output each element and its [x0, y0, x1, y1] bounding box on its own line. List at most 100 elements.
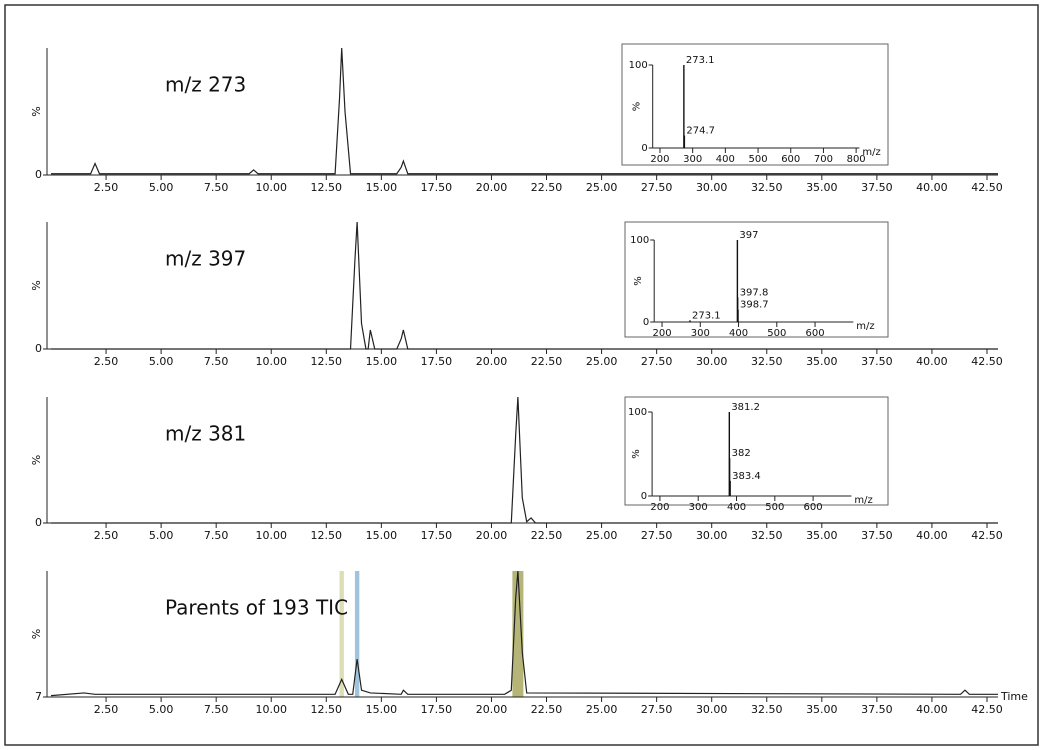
y-axis-label: % [30, 629, 43, 639]
panel-title: Parents of 193 TIC [165, 596, 348, 620]
panel-title: m/z 381 [165, 422, 246, 446]
x-tick-label: 600 [804, 502, 823, 513]
inset-frame [624, 396, 889, 506]
panel-title: m/z 397 [165, 247, 246, 271]
trace [51, 396, 998, 524]
y-tick-label: 0 [35, 168, 42, 181]
x-tick-label: 42.50 [971, 703, 1003, 716]
x-tick-label: 20.00 [476, 529, 508, 542]
x-tick-label: 2.50 [94, 181, 119, 194]
x-tick-label: 400 [716, 154, 735, 165]
peak-label: 383.4 [732, 471, 761, 482]
x-axis-label: m/z [854, 495, 872, 506]
x-tick-label: 32.50 [751, 529, 783, 542]
x-tick-label: 700 [814, 154, 833, 165]
x-tick-label: 12.50 [311, 703, 343, 716]
x-tick-label: 20.00 [476, 181, 508, 194]
x-tick-label: 2.50 [94, 703, 119, 716]
x-tick-label: 22.50 [531, 181, 563, 194]
x-tick-label: 300 [689, 502, 708, 513]
x-tick-label: 15.00 [366, 355, 398, 368]
x-tick-label: 35.00 [806, 703, 838, 716]
trace [51, 221, 998, 350]
y-tick-label: 0 [35, 342, 42, 355]
trace [51, 47, 998, 175]
highlight-band [354, 571, 360, 697]
x-tick-label: 600 [805, 328, 824, 339]
x-tick-label: 15.00 [366, 181, 398, 194]
x-tick-label: 15.00 [366, 703, 398, 716]
x-tick-label: 30.00 [696, 181, 728, 194]
x-tick-label: 25.00 [586, 529, 618, 542]
x-tick-label: 27.50 [641, 181, 673, 194]
x-axis-label: m/z [862, 147, 880, 158]
x-tick-label: 27.50 [641, 529, 673, 542]
x-tick-label: 5.00 [149, 529, 174, 542]
x-tick-label: 400 [727, 502, 746, 513]
peak-label: 381.2 [731, 402, 760, 413]
highlight-band [512, 571, 524, 697]
x-tick-label: 25.00 [586, 181, 618, 194]
peak-label: 382 [732, 448, 751, 459]
x-tick-label: 5.00 [149, 181, 174, 194]
x-axis-label: m/z [856, 321, 874, 332]
trace [50, 570, 998, 697]
x-tick-label: 200 [650, 154, 669, 165]
x-tick-label: 17.50 [421, 703, 453, 716]
peak-label: 397 [739, 230, 758, 241]
x-tick-label: 22.50 [531, 529, 563, 542]
y-tick-label: 0 [643, 317, 649, 328]
peak-label: 274.7 [686, 126, 715, 137]
x-tick-label: 12.50 [311, 355, 343, 368]
x-tick-label: 22.50 [531, 355, 563, 368]
peak-label: 273.1 [686, 55, 715, 66]
x-tick-label: 37.50 [861, 703, 893, 716]
peak-label: 273.1 [692, 310, 721, 321]
x-tick-label: 15.00 [366, 529, 398, 542]
x-tick-label: 10.00 [255, 703, 287, 716]
x-tick-label: 35.00 [806, 181, 838, 194]
x-tick-label: 300 [691, 328, 710, 339]
y-tick-label: 100 [629, 60, 648, 71]
x-tick-label: 500 [749, 154, 768, 165]
x-tick-label: 7.50 [204, 529, 229, 542]
y-axis-label: % [631, 449, 642, 459]
x-tick-label: 30.00 [696, 355, 728, 368]
x-tick-label: 40.00 [916, 529, 948, 542]
y-tick-label: 100 [628, 407, 647, 418]
highlight-band [339, 571, 344, 697]
y-axis-label: % [632, 102, 643, 112]
x-tick-label: 17.50 [421, 529, 453, 542]
x-tick-label: 32.50 [751, 355, 783, 368]
x-tick-label: 37.50 [861, 529, 893, 542]
panel-title: m/z 273 [165, 73, 246, 97]
x-tick-label: 32.50 [751, 703, 783, 716]
x-tick-label: 35.00 [806, 355, 838, 368]
x-tick-label: 35.00 [806, 529, 838, 542]
x-tick-label: 2.50 [94, 355, 119, 368]
x-tick-label: 20.00 [476, 703, 508, 716]
x-tick-label: 400 [729, 328, 748, 339]
x-tick-label: 30.00 [696, 703, 728, 716]
frame [4, 4, 1039, 746]
y-axis-label: % [30, 280, 43, 290]
x-tick-label: 40.00 [916, 355, 948, 368]
x-tick-label: 500 [767, 328, 786, 339]
x-tick-label: 22.50 [531, 703, 563, 716]
x-tick-label: 25.00 [586, 355, 618, 368]
x-tick-label: 10.00 [255, 181, 287, 194]
y-tick-label: 0 [641, 143, 647, 154]
x-tick-label: 25.00 [586, 703, 618, 716]
x-tick-label: 42.50 [971, 529, 1003, 542]
x-axis-label: Time [1000, 690, 1028, 703]
y-tick-label: 0 [641, 491, 647, 502]
x-tick-label: 17.50 [421, 355, 453, 368]
x-tick-label: 5.00 [149, 355, 174, 368]
x-tick-label: 27.50 [641, 703, 673, 716]
inset-frame [621, 43, 889, 166]
x-tick-label: 7.50 [204, 355, 229, 368]
inset-frame [624, 221, 889, 338]
x-tick-label: 10.00 [255, 355, 287, 368]
x-tick-label: 37.50 [861, 181, 893, 194]
